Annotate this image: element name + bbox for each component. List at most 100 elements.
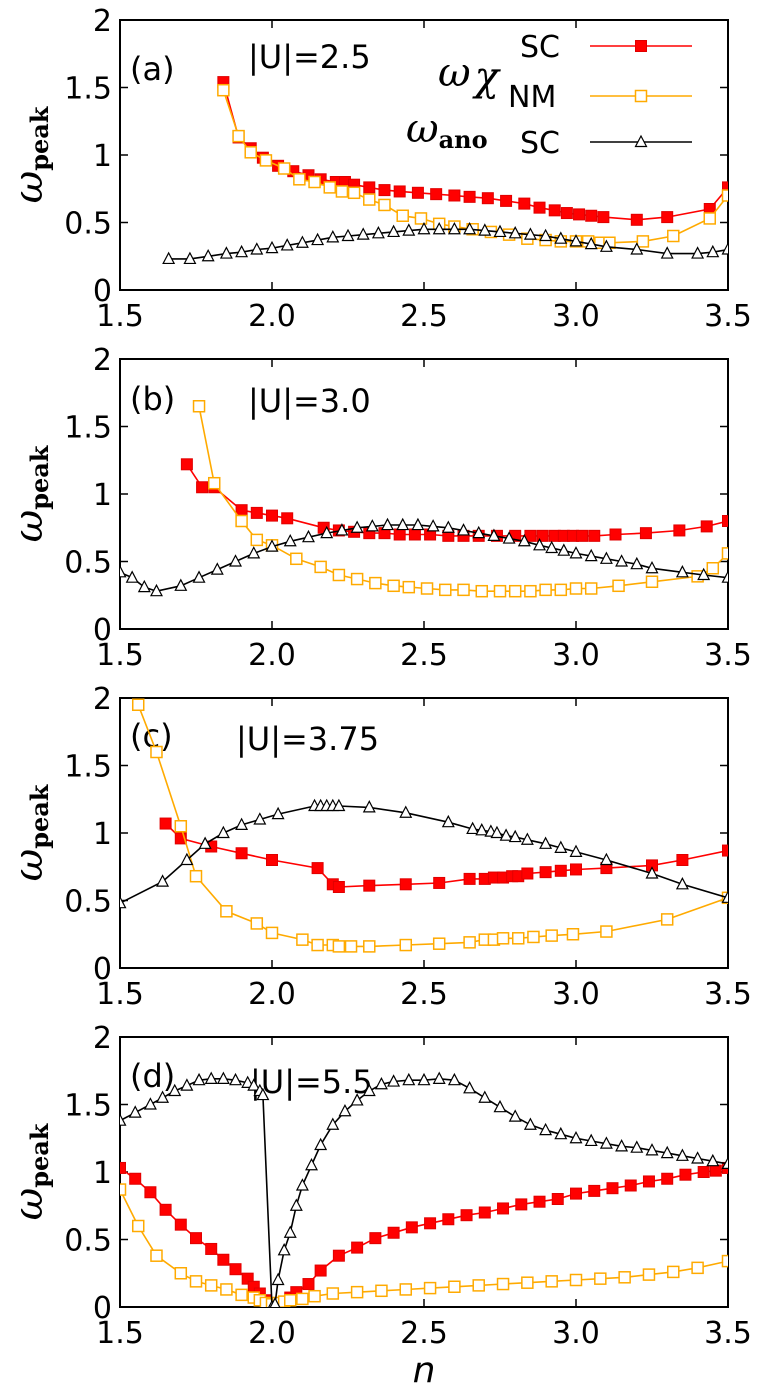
data-point-ano: [411, 517, 425, 531]
plot-area: [120, 400, 728, 598]
data-point-sc: [205, 1242, 218, 1255]
data-point-ano: [721, 1156, 728, 1170]
data-point-nm: [566, 928, 580, 941]
data-point-ano: [569, 1130, 583, 1144]
series-line-sc: [165, 822, 728, 888]
y-axis-label-subscript: peak: [25, 105, 54, 171]
y-tick-label: 0.5: [64, 546, 112, 581]
data-point-ano: [645, 1143, 659, 1156]
x-tick-label: 2.0: [248, 977, 296, 1012]
y-tick-label: 2: [93, 4, 112, 39]
data-point-ano: [265, 240, 279, 254]
data-point-nm: [293, 173, 306, 186]
y-tick-label: 1: [93, 139, 112, 174]
data-point-ano: [417, 1072, 431, 1086]
data-point-ano: [502, 531, 516, 544]
y-tick-label: 1.5: [64, 411, 112, 446]
data-point-nm: [308, 1289, 321, 1303]
data-point-nm: [402, 580, 416, 594]
legend-subscript-ano: ano: [439, 125, 488, 154]
data-point-nm: [457, 583, 470, 597]
data-point-nm: [220, 1283, 233, 1296]
data-point-nm: [350, 1285, 364, 1299]
plot-area: [120, 698, 728, 953]
data-point-sc: [235, 504, 248, 517]
data-point-sc: [597, 211, 610, 224]
data-point-ano: [539, 228, 553, 242]
interaction-label: |U|=5.5: [250, 1063, 373, 1101]
data-point-nm: [600, 925, 613, 938]
data-point-ano: [533, 538, 547, 551]
data-point-sc: [460, 1209, 473, 1222]
data-point-ano: [341, 228, 355, 242]
x-tick-label: 2.5: [400, 638, 448, 673]
data-point-ano: [210, 562, 224, 575]
data-point-nm: [332, 940, 346, 953]
data-point-ano: [660, 246, 674, 259]
data-point-sc: [424, 1217, 437, 1230]
data-point-sc: [533, 1195, 546, 1208]
data-point-ano: [399, 805, 413, 818]
data-point-ano: [271, 806, 285, 820]
data-point-ano: [721, 570, 728, 583]
data-point-sc: [180, 458, 193, 471]
data-point-nm: [399, 938, 413, 952]
data-point-ano: [523, 227, 537, 240]
data-point-ano: [229, 554, 243, 567]
x-tick-label: 2.5: [400, 1316, 448, 1351]
data-point-ano: [235, 817, 249, 831]
data-point-ano: [350, 1093, 364, 1106]
data-point-ano: [381, 517, 395, 531]
data-point-ano: [356, 227, 370, 240]
interaction-label: |U|=3.75: [236, 720, 379, 758]
data-point-sc: [463, 190, 476, 203]
data-point-nm: [527, 930, 540, 944]
data-point-nm: [174, 820, 188, 833]
data-point-ano: [247, 1078, 261, 1091]
y-tick-label: 2: [93, 682, 112, 717]
data-point-ano: [402, 1072, 416, 1086]
data-point-ano: [691, 246, 705, 259]
data-point-ano: [371, 226, 385, 239]
y-axis-label-symbol: ω: [6, 510, 52, 543]
data-point-ano: [326, 1117, 340, 1130]
data-point-nm: [667, 229, 680, 243]
data-point-nm: [721, 1254, 728, 1268]
data-point-sc: [369, 1232, 382, 1245]
plot-area: [162, 76, 728, 265]
data-point-nm: [335, 185, 349, 198]
data-point-sc: [159, 817, 172, 830]
data-point-sc: [539, 866, 552, 879]
data-point-ano: [120, 565, 127, 578]
y-tick-label: 0: [93, 1291, 112, 1326]
data-point-ano: [523, 1117, 537, 1130]
data-point-ano: [508, 1109, 522, 1122]
data-point-nm: [350, 572, 364, 586]
data-point-ano: [137, 579, 151, 593]
data-point-ano: [584, 236, 598, 250]
data-point-ano: [120, 895, 127, 909]
data-point-nm: [618, 1271, 631, 1284]
data-point-nm: [496, 1277, 510, 1291]
data-point-sc: [673, 524, 686, 537]
data-point-sc: [174, 832, 187, 845]
panel-b: 1.5 2.0 2.5 3.0 3.5 0 0.5 1 1.5 2 ωpeak (b) |U|=3.0: [6, 343, 752, 673]
data-point-nm: [192, 400, 206, 413]
series-sc: [159, 817, 728, 893]
data-point-sc: [393, 185, 406, 198]
data-point-ano: [365, 519, 379, 532]
data-point-ano: [539, 836, 553, 849]
data-point-sc: [679, 1168, 692, 1181]
data-point-ano: [235, 244, 249, 258]
legend-subscript-chi: χ: [472, 54, 502, 100]
data-point-ano: [250, 242, 264, 255]
y-axis-label-symbol: ω: [6, 849, 52, 882]
data-point-ano: [457, 523, 471, 536]
data-point-nm: [131, 698, 145, 711]
y-tick-label: 0: [93, 952, 112, 987]
data-point-nm: [645, 575, 659, 588]
data-point-sc: [174, 1218, 187, 1231]
data-point-nm: [207, 476, 221, 490]
data-point-ano: [478, 223, 492, 236]
